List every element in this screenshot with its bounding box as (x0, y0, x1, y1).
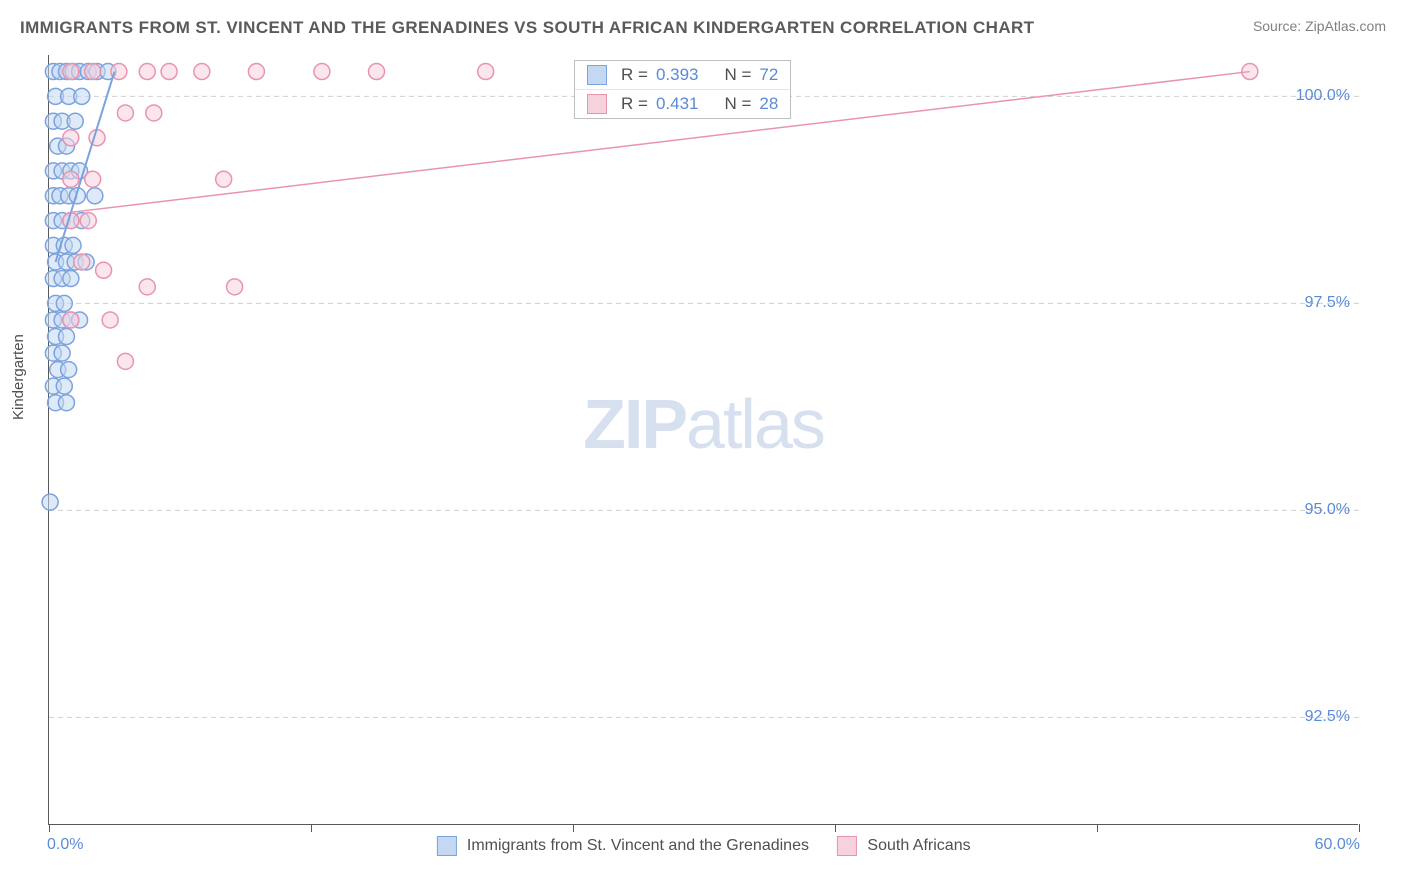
y-axis-label: Kindergarten (10, 334, 27, 420)
y-tick-label: 92.5% (1305, 708, 1350, 726)
n-value-0: 72 (759, 65, 778, 85)
y-tick-label: 100.0% (1296, 87, 1350, 105)
chart-plot-area: ZIPatlas 92.5%95.0%97.5%100.0% 0.0% 60.0… (48, 55, 1358, 825)
data-point (63, 271, 79, 287)
data-point (63, 130, 79, 146)
data-point (85, 64, 101, 80)
correlation-legend-row-1: R = 0.431 N = 28 (575, 90, 790, 118)
data-point (96, 262, 112, 278)
n-label: N = (724, 65, 751, 85)
data-point (85, 171, 101, 187)
data-point (194, 64, 210, 80)
data-point (248, 64, 264, 80)
legend-swatch-series-1 (587, 94, 607, 114)
data-point (146, 105, 162, 121)
r-label: R = (621, 94, 648, 114)
r-value-0: 0.393 (656, 65, 699, 85)
correlation-legend-row-0: R = 0.393 N = 72 (575, 61, 790, 90)
x-tick (835, 824, 836, 832)
data-point (80, 213, 96, 229)
data-point (56, 378, 72, 394)
data-point (227, 279, 243, 295)
data-point (63, 64, 79, 80)
r-label: R = (621, 65, 648, 85)
legend-swatch-1 (837, 836, 857, 856)
series-legend: Immigrants from St. Vincent and the Gren… (436, 836, 970, 856)
data-point (74, 254, 90, 270)
data-point (87, 188, 103, 204)
data-point (117, 353, 133, 369)
correlation-legend: R = 0.393 N = 72 R = 0.431 N = 28 (574, 60, 791, 119)
x-tick (1097, 824, 1098, 832)
data-point (139, 279, 155, 295)
chart-title: IMMIGRANTS FROM ST. VINCENT AND THE GREN… (20, 18, 1034, 38)
x-tick (311, 824, 312, 832)
data-point (139, 64, 155, 80)
data-point (117, 105, 133, 121)
data-point (58, 395, 74, 411)
data-point (65, 237, 81, 253)
x-axis-max-label: 60.0% (1315, 836, 1360, 854)
r-value-1: 0.431 (656, 94, 699, 114)
legend-swatch-0 (436, 836, 456, 856)
n-value-1: 28 (759, 94, 778, 114)
legend-swatch-series-0 (587, 65, 607, 85)
data-point (216, 171, 232, 187)
data-point (369, 64, 385, 80)
legend-label-1: South Africans (867, 837, 970, 854)
data-point (61, 362, 77, 378)
data-point (56, 295, 72, 311)
scatter-svg (49, 55, 1358, 824)
data-point (42, 494, 58, 510)
legend-label-0: Immigrants from St. Vincent and the Gren… (467, 837, 809, 854)
y-tick-label: 95.0% (1305, 501, 1350, 519)
data-point (161, 64, 177, 80)
legend-item-1: South Africans (837, 836, 971, 856)
data-point (63, 312, 79, 328)
source-label: Source: ZipAtlas.com (1253, 18, 1386, 34)
data-point (54, 345, 70, 361)
data-point (67, 113, 83, 129)
x-axis-min-label: 0.0% (47, 836, 83, 854)
x-tick (1359, 824, 1360, 832)
data-point (63, 171, 79, 187)
legend-item-0: Immigrants from St. Vincent and the Gren… (436, 836, 809, 856)
data-point (478, 64, 494, 80)
x-tick (49, 824, 50, 832)
y-tick-label: 97.5% (1305, 294, 1350, 312)
data-point (58, 329, 74, 345)
x-tick (573, 824, 574, 832)
data-point (314, 64, 330, 80)
n-label: N = (724, 94, 751, 114)
data-point (74, 88, 90, 104)
data-point (102, 312, 118, 328)
